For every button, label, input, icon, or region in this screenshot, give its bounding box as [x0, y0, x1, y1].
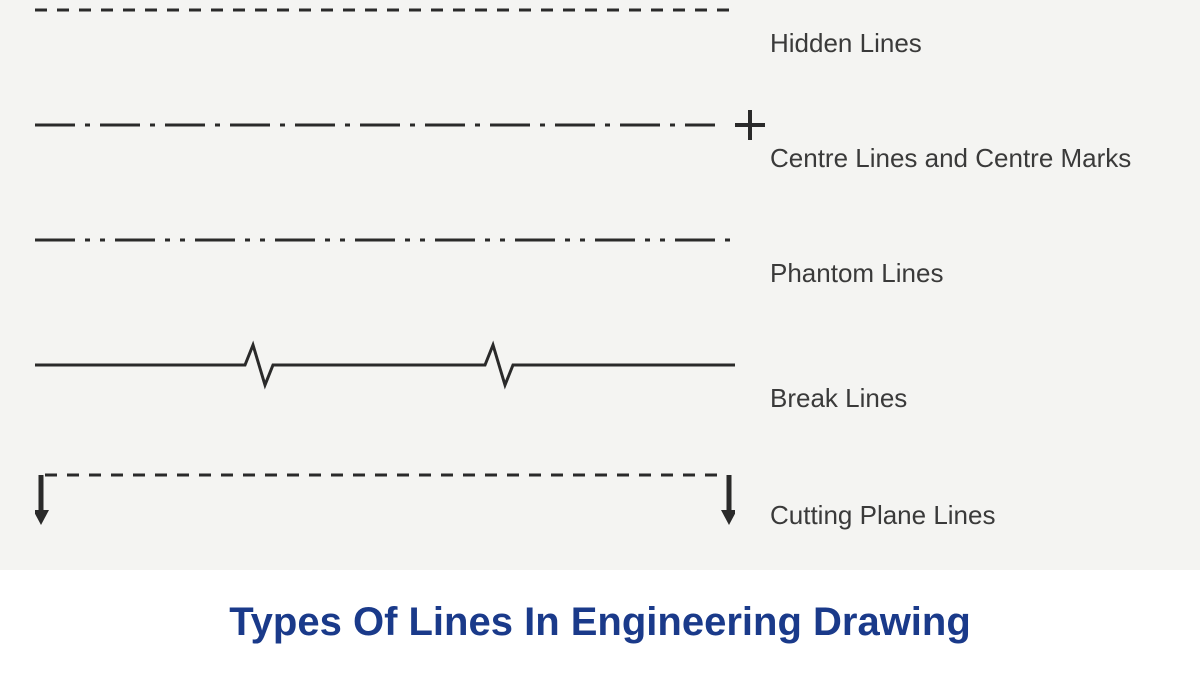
break-line-label: Break Lines: [770, 383, 1170, 414]
cutting-plane-line-sample: [35, 460, 735, 520]
page-title: Types Of Lines In Engineering Drawing: [229, 600, 971, 645]
centre-line-label: Centre Lines and Centre Marks: [770, 143, 1170, 174]
hidden-line-svg: [35, 0, 735, 30]
phantom-line-label: Phantom Lines: [770, 258, 1170, 289]
phantom-line-sample: [35, 220, 735, 280]
centre-line-sample: [35, 105, 735, 165]
title-bar: Types Of Lines In Engineering Drawing: [0, 570, 1200, 675]
cutting-plane-line-label: Cutting Plane Lines: [770, 500, 1170, 531]
hidden-line-sample: [35, 0, 735, 50]
centre-line-svg: [35, 105, 775, 145]
break-line-sample: [35, 335, 735, 395]
cutting-plane-svg: [35, 460, 735, 530]
hidden-line-label: Hidden Lines: [770, 28, 1170, 59]
diagram-area: Hidden Lines Centre Lines and Centre Mar…: [0, 0, 1200, 570]
break-line-svg: [35, 335, 735, 395]
phantom-line-svg: [35, 220, 735, 260]
